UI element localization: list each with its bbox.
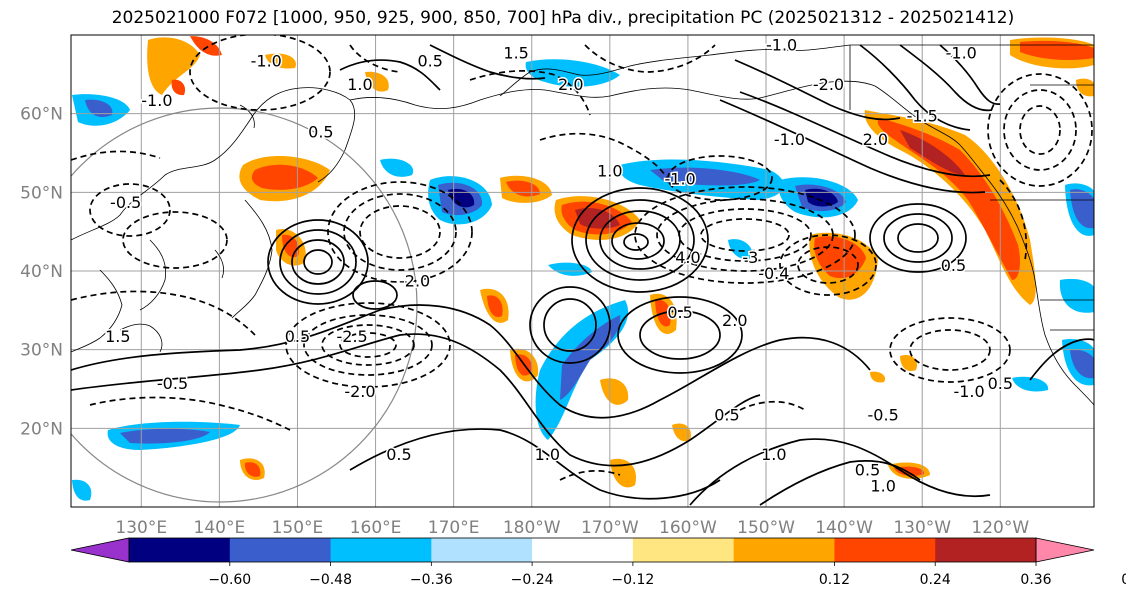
contour-label: 0.5	[285, 327, 310, 346]
contour-label: 0.5	[855, 461, 880, 480]
colorbar-swatch	[834, 538, 936, 562]
contour-label: -1.0	[251, 51, 282, 70]
latitude-label: 40°N	[20, 262, 63, 282]
contour-label: -1.0	[946, 44, 977, 63]
longitude-label: 150°E	[272, 518, 324, 538]
positive-divergence-contours	[71, 44, 1094, 506]
contour-label: 1.0	[535, 445, 560, 464]
longitude-label: 170°W	[581, 518, 639, 538]
longitude-label: 130°E	[115, 518, 167, 538]
contour-label: -0.5	[868, 405, 899, 424]
contour-label: -1.0	[774, 130, 805, 149]
contour-labels: 4.02.00.50.51.01.00.5-2.0-2.5-2.00.51.5-…	[104, 35, 1015, 497]
map-frame	[70, 34, 1095, 508]
contour-label: 1.5	[105, 327, 130, 346]
longitude-label: 140°W	[815, 518, 873, 538]
contour-label: -2.0	[399, 272, 430, 291]
contour-label: 0.5	[714, 405, 739, 424]
contour-label: -1.0	[141, 91, 172, 110]
contour-label: -2.5	[337, 327, 368, 346]
longitude-label: 160°E	[350, 518, 402, 538]
lat-lon-gridlines	[71, 35, 1094, 507]
map-title: 2025021000 F072 [1000, 950, 925, 900, 85…	[111, 8, 1015, 28]
longitude-label: 150°W	[737, 518, 795, 538]
colorbar-swatch	[632, 538, 735, 562]
contour-label: -1.0	[665, 169, 696, 188]
precipitation-shading	[72, 36, 1094, 501]
colorbar-swatch	[229, 538, 332, 562]
colorbar-tick-label: 0.12	[819, 572, 850, 588]
longitude-label: 170°E	[428, 518, 480, 538]
contour-label: 0.5	[386, 445, 411, 464]
contour-label: -0.4	[758, 264, 789, 283]
contour-label: 0.5	[941, 256, 966, 275]
colorbar-swatch	[733, 538, 835, 562]
colorbar-tick-label: −0.12	[611, 572, 654, 588]
contour-label: -0.5	[157, 374, 188, 393]
latitude-label: 60°N	[20, 105, 63, 125]
colorbar: −0.60 −0.48 −0.36 −0.24 −0.12 0.12 0.24 0.36 0.4…	[70, 537, 1126, 588]
axis-labels: 60°N 50°N 40°N 30°N 20°N 130°E 140°E 150°E 160°E…	[20, 105, 1029, 538]
contour-label: 2.0	[863, 130, 888, 149]
contour-label: -3	[742, 248, 758, 267]
colorbar-swatch	[330, 538, 432, 562]
latitude-label: 50°N	[20, 183, 63, 203]
negative-divergence-contours	[71, 35, 1093, 481]
colorbar-tick-label: 0.36	[1020, 572, 1051, 588]
colorbar-extend-max	[1035, 537, 1095, 563]
contour-label: 0.5	[667, 303, 692, 322]
colorbar-frame	[128, 537, 1037, 563]
longitude-label: 140°E	[194, 518, 246, 538]
latitude-label: 30°N	[20, 341, 63, 361]
contour-label: -1.0	[953, 382, 984, 401]
colorbar-tick-label: 0.48	[1121, 572, 1126, 588]
colorbar-swatch	[532, 538, 634, 562]
contour-label: 0.5	[308, 122, 333, 141]
colorbar-swatch	[129, 538, 231, 562]
colorbar-tick-label: −0.48	[309, 572, 352, 588]
colorbar-tick-label: −0.36	[410, 572, 453, 588]
colorbar-tick-label: −0.60	[208, 572, 251, 588]
longitude-label: 120°W	[971, 518, 1029, 538]
latitude-label: 20°N	[20, 419, 63, 439]
longitude-label: 180°W	[503, 518, 561, 538]
colorbar-extend-min	[70, 537, 130, 563]
contour-label: 1.0	[597, 162, 622, 181]
colorbar-swatch	[935, 538, 1037, 562]
contour-label: 1.0	[870, 476, 895, 495]
contour-label: -2.0	[344, 382, 375, 401]
colorbar-tick-label: −0.24	[511, 572, 554, 588]
contour-label: -0.5	[110, 193, 141, 212]
contour-label: 0.5	[988, 374, 1013, 393]
contour-label: 4.0	[675, 248, 700, 267]
contour-label: 2.0	[722, 311, 747, 330]
coastlines	[71, 44, 1094, 406]
contour-label: -1.5	[907, 107, 938, 126]
contour-label: 2.0	[558, 75, 583, 94]
contour-label: -1.0	[766, 36, 797, 55]
colorbar-tick-label: 0.24	[920, 572, 951, 588]
contour-label: 1.0	[347, 75, 372, 94]
longitude-label: 160°W	[659, 518, 717, 538]
colorbar-swatch	[431, 538, 533, 562]
contour-label: 1.0	[761, 445, 786, 464]
contour-label: -2.0	[813, 75, 844, 94]
contour-label: 0.5	[417, 51, 442, 70]
contour-label: 1.5	[503, 44, 528, 63]
longitude-label: 130°W	[893, 518, 951, 538]
